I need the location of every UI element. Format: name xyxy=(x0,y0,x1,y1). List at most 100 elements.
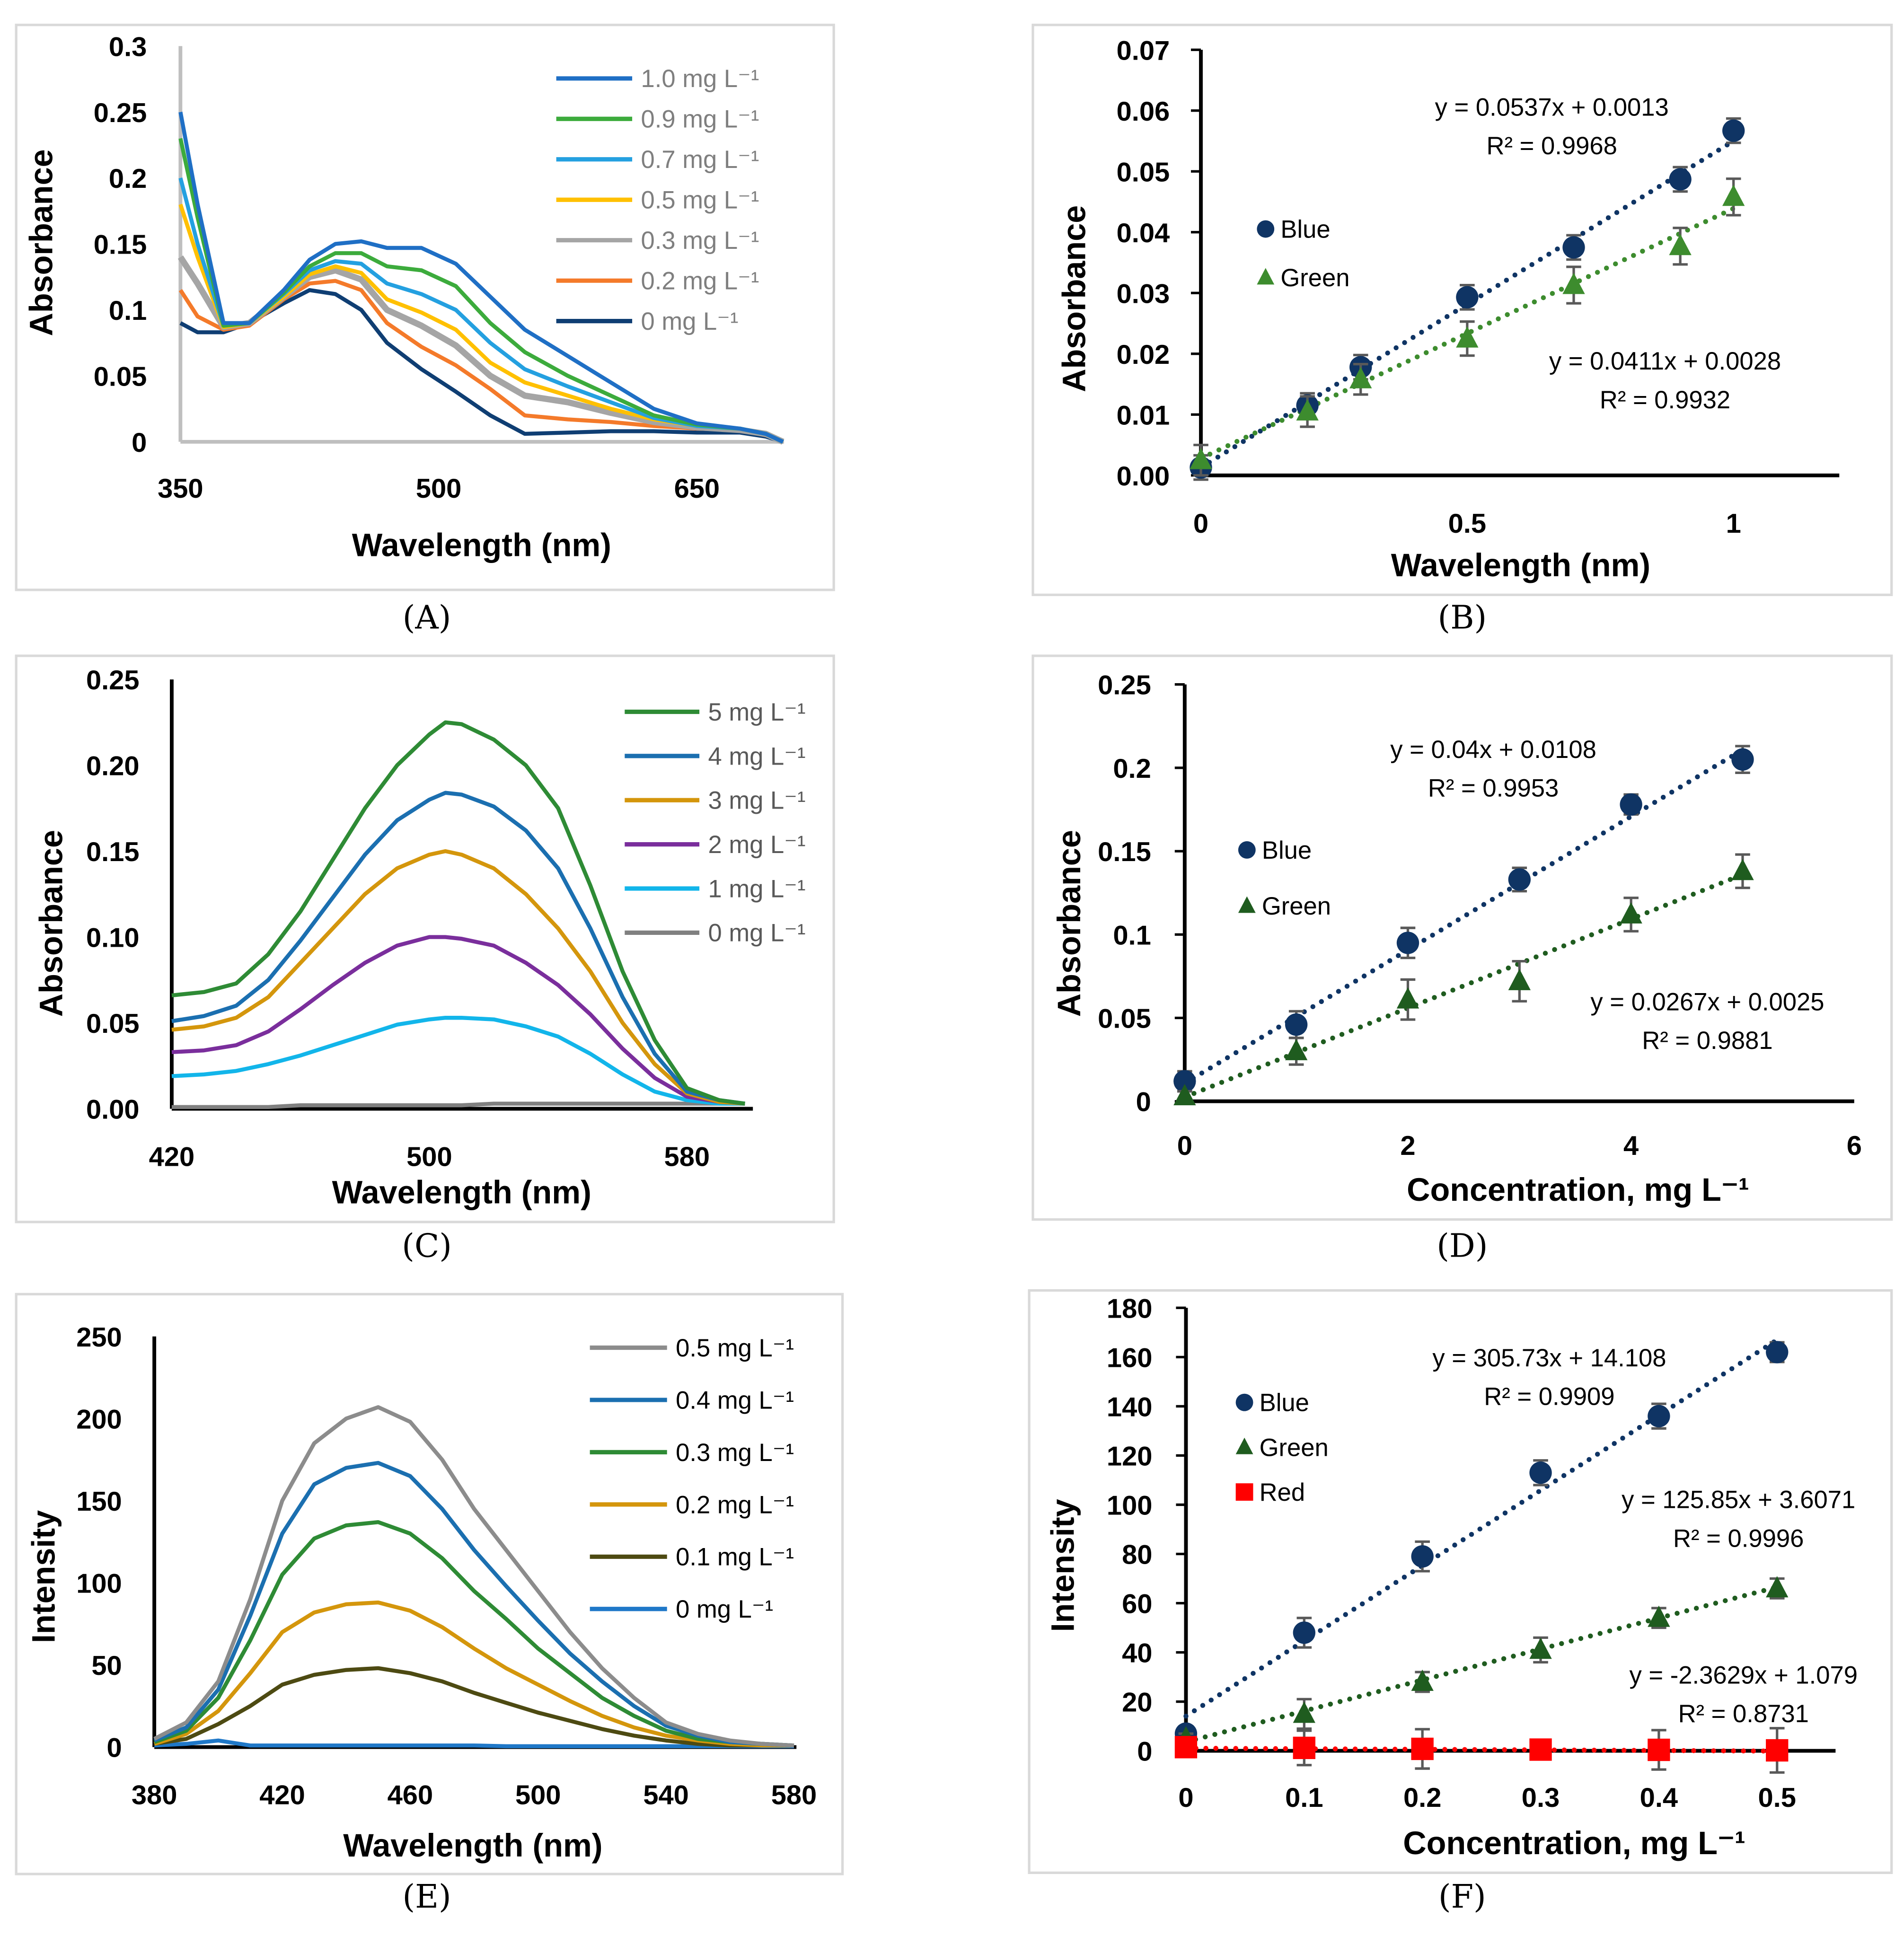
legend-label: 0.9 mg L⁻¹ xyxy=(641,106,759,133)
x-tick-label: 0.5 xyxy=(1758,1783,1796,1813)
data-point-green xyxy=(1648,1605,1670,1627)
legend-label: 0 mg L⁻¹ xyxy=(708,919,806,947)
x-axis-title: Wavelength (nm) xyxy=(332,1174,591,1210)
data-point-blue xyxy=(1648,1405,1670,1427)
y-tick-label: 0.05 xyxy=(86,1009,140,1039)
y-tick-label: 120 xyxy=(1107,1441,1153,1471)
data-point-green xyxy=(1190,448,1212,469)
y-tick-label: 100 xyxy=(1107,1490,1153,1521)
trendline-blue xyxy=(1183,1337,1780,1719)
y-tick-label: 0.25 xyxy=(86,665,140,695)
y-tick-label: 0.05 xyxy=(94,361,147,392)
trend-r-squared: R² = 0.9953 xyxy=(1428,774,1559,802)
x-tick-label: 0.5 xyxy=(1448,509,1486,539)
x-tick-label: 500 xyxy=(406,1142,452,1172)
y-tick-label: 0.05 xyxy=(1117,157,1170,187)
data-point-green xyxy=(1411,1669,1434,1691)
y-tick-label: 0.05 xyxy=(1098,1004,1151,1034)
series-line-3 xyxy=(153,1600,794,1748)
legend-label: Blue xyxy=(1260,1389,1309,1417)
legend-marker xyxy=(1235,1437,1253,1454)
y-tick-label: 0.06 xyxy=(1117,97,1170,127)
series-line-2 xyxy=(171,849,745,1106)
legend-label: 0 mg L⁻¹ xyxy=(641,308,738,335)
x-tick-label: 2 xyxy=(1400,1131,1415,1161)
legend-marker xyxy=(1235,1393,1253,1411)
legend-marker xyxy=(1238,896,1256,913)
trend-r-squared: R² = 0.9968 xyxy=(1487,132,1617,160)
x-tick-label: 500 xyxy=(416,474,462,504)
series-line-4 xyxy=(171,1016,745,1106)
y-tick-label: 0.00 xyxy=(86,1095,140,1125)
data-point-green xyxy=(1285,1039,1308,1060)
y-tick-label: 40 xyxy=(1122,1638,1152,1669)
series-line-0 xyxy=(153,1405,794,1748)
data-point-red xyxy=(1293,1736,1315,1760)
x-tick-label: 460 xyxy=(388,1780,433,1811)
y-tick-label: 0.03 xyxy=(1117,279,1170,309)
y-tick-label: 0.15 xyxy=(1098,837,1151,867)
data-point-red xyxy=(1411,1737,1434,1760)
panel-b: 0.00 0.01 0.02 0.03 0.04 0.05 0.06 0.07 0 0.5 1 Wav… xyxy=(1031,24,1893,636)
data-point-blue xyxy=(1669,168,1692,191)
trend-r-squared: R² = 0.8731 xyxy=(1678,1700,1809,1728)
y-axis-title: Absorbance xyxy=(1051,830,1087,1017)
x-tick-label: 500 xyxy=(515,1780,561,1811)
x-tick-label: 6 xyxy=(1847,1131,1862,1161)
data-point-blue xyxy=(1396,932,1419,954)
data-point-green xyxy=(1293,1701,1315,1723)
data-point-red xyxy=(1174,1736,1198,1759)
y-tick-label: 0 xyxy=(1137,1737,1152,1767)
x-tick-label: 650 xyxy=(674,474,720,504)
panel-c: 0.00 0.05 0.10 0.15 0.20 0.25 420 500 580 Wavelen… xyxy=(15,654,835,1265)
panel-label: (A) xyxy=(403,599,451,636)
y-tick-label: 0.07 xyxy=(1117,35,1170,66)
legend-label: 0.3 mg L⁻¹ xyxy=(641,227,759,255)
data-point-blue xyxy=(1411,1545,1434,1568)
data-point-red xyxy=(1766,1739,1789,1762)
x-tick-label: 0.2 xyxy=(1403,1783,1441,1813)
legend-label: Green xyxy=(1280,264,1349,292)
legend-label: 0.2 mg L⁻¹ xyxy=(641,267,759,295)
y-tick-label: 0.2 xyxy=(109,164,147,194)
y-tick-label: 0.1 xyxy=(1113,920,1151,950)
series-line-3 xyxy=(171,935,745,1106)
x-tick-label: 540 xyxy=(643,1780,689,1811)
data-point-green xyxy=(1669,234,1692,255)
data-point-green xyxy=(1722,185,1745,206)
x-axis-title: Wavelength (nm) xyxy=(343,1828,602,1864)
panel-f: 0 20 40 60 80 100 120 140 160 180 0 0.1 0.2 0.3 0.4 0.5… xyxy=(1028,1289,1893,1916)
y-tick-label: 140 xyxy=(1107,1392,1153,1422)
panel-frame xyxy=(15,24,835,591)
legend-label: 3 mg L⁻¹ xyxy=(708,787,806,815)
panel-label: (E) xyxy=(402,1878,451,1916)
legend-label: 5 mg L⁻¹ xyxy=(708,698,806,726)
x-tick-label: 580 xyxy=(771,1780,817,1811)
trendline-blue xyxy=(1182,747,1745,1086)
legend-label: 0.1 mg L⁻¹ xyxy=(676,1543,794,1571)
legend-label: 0.3 mg L⁻¹ xyxy=(676,1439,794,1467)
data-point-blue xyxy=(1766,1341,1789,1364)
legend-label: 1 mg L⁻¹ xyxy=(708,875,806,903)
x-tick-label: 580 xyxy=(664,1142,710,1172)
x-axis-title: Concentration, mg L⁻¹ xyxy=(1403,1825,1745,1861)
trend-equation: y = 0.0267x + 0.0025 xyxy=(1590,988,1824,1016)
trend-equation: y = -2.3629x + 1.079 xyxy=(1629,1662,1857,1690)
trend-equation: y = 0.04x + 0.0108 xyxy=(1390,736,1596,764)
y-tick-label: 0.3 xyxy=(109,32,147,62)
y-tick-label: 0.01 xyxy=(1117,400,1170,431)
trendline-green xyxy=(1183,1584,1780,1745)
x-tick-label: 0.1 xyxy=(1285,1783,1323,1813)
y-tick-label: 180 xyxy=(1107,1294,1153,1324)
data-point-blue xyxy=(1285,1013,1308,1036)
x-tick-label: 380 xyxy=(132,1780,177,1811)
data-point-blue xyxy=(1529,1461,1552,1484)
data-point-blue xyxy=(1508,868,1531,891)
x-tick-label: 350 xyxy=(158,474,203,504)
trendline-green xyxy=(1182,872,1745,1100)
y-tick-label: 60 xyxy=(1122,1589,1152,1619)
data-point-red xyxy=(1648,1738,1670,1761)
data-point-green xyxy=(1620,902,1642,924)
series-line-5 xyxy=(171,1101,745,1109)
data-point-blue xyxy=(1456,286,1479,308)
